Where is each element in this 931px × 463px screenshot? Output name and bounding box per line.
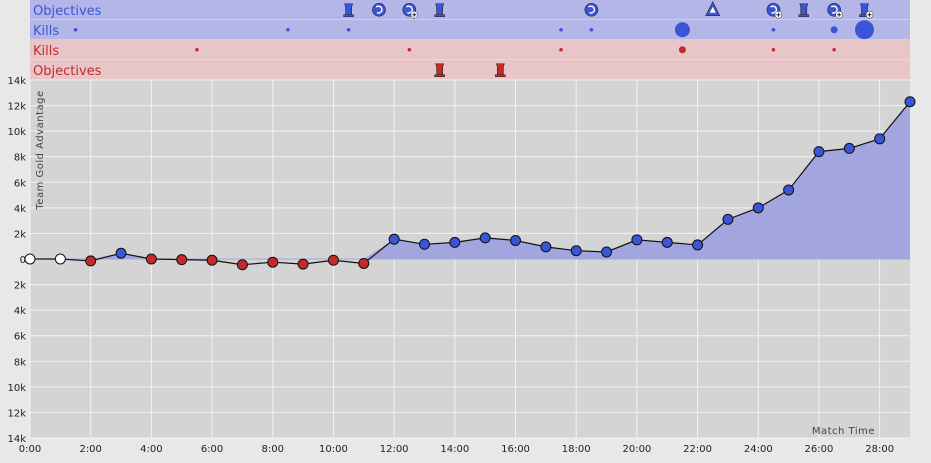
tower-icon [798,3,810,17]
data-point [176,254,188,266]
data-point [358,257,370,269]
tower-icon [434,3,445,17]
y-tick-label: 4k [14,306,26,317]
inhibitor-icon [705,1,721,17]
y-tick-label: 12k [7,408,26,419]
data-point [510,234,522,246]
x-tick-label: 4:00 [140,444,162,455]
data-point [722,213,734,225]
data-point [631,234,643,246]
data-point [388,233,400,245]
x-tick-label: 10:00 [319,444,348,455]
dragon-assist-icon [402,2,419,19]
x-tick-label: 18:00 [562,444,591,455]
data-point [570,245,582,257]
data-point [267,256,279,268]
lane-red-kills-label: Kills [33,44,59,59]
kill-marker [195,47,199,52]
x-tick-label: 14:00 [440,444,469,455]
y-tick-label: 14k [7,434,26,445]
data-point [843,142,855,154]
y-tick-label: 8k [14,357,26,368]
lane-red-objectives-label: Objectives [33,64,102,79]
y-tick-label: 4k [14,204,26,215]
kill-marker [559,47,563,52]
dragon-icon [372,2,386,17]
y-tick-label: 6k [14,178,26,189]
x-tick-label: 24:00 [744,444,773,455]
kill-marker [407,47,412,52]
y-tick-label: 10k [7,383,26,394]
data-point [54,253,66,265]
data-point [540,241,552,253]
data-point [24,253,36,265]
data-point [783,184,795,196]
lane-blue-kills-label: Kills [33,24,59,39]
data-point [692,239,704,251]
kill-marker [674,22,690,38]
y-tick-label: 10k [7,127,26,138]
lane-blue-objectives-label: Objectives [33,4,102,19]
data-point [327,254,339,266]
data-point [145,253,157,265]
kill-marker [854,20,874,40]
lane-red-kills-band [30,40,910,60]
x-tick-label: 12:00 [380,444,409,455]
data-point [479,232,491,244]
data-point [85,255,97,267]
y-tick-label: 2k [14,229,26,240]
x-axis-label: Match Time [812,426,875,437]
x-tick-label: 6:00 [201,444,223,455]
kill-marker [678,46,686,54]
y-tick-label: 2k [14,281,26,292]
lane-blue-objectives-band [30,0,910,20]
kill-marker [832,47,836,52]
kill-marker [559,27,563,32]
data-point [449,236,461,248]
y-tick-label: 14k [7,76,26,87]
kill-marker [589,27,594,32]
lane-blue-kills-band [30,20,910,40]
tower-icon [343,3,354,17]
dragon-icon [584,2,599,17]
dragon-assist-icon [766,2,783,19]
advantage-area [30,101,910,259]
tower-icon [495,63,506,77]
data-point [661,236,673,248]
data-point [206,254,218,266]
data-point [601,246,613,258]
data-point [297,258,309,270]
x-tick-label: 22:00 [683,444,712,455]
dragon-assist-icon [827,2,843,19]
x-tick-label: 20:00 [622,444,651,455]
x-tick-label: 28:00 [865,444,894,455]
y-axis-label: Team Gold Advantage [35,90,46,210]
data-point [115,247,127,259]
kill-marker [73,27,78,32]
data-point [874,133,886,145]
data-point [236,259,248,271]
y-tick-label: 12k [7,102,26,113]
data-point [418,238,430,250]
kill-marker [286,27,290,32]
kill-marker [771,47,776,52]
y-tick-label: 0 [20,255,26,266]
y-tick-label: 8k [14,153,26,164]
x-tick-label: 16:00 [501,444,530,455]
tower-icon [434,63,445,77]
data-point [752,202,764,214]
y-tick-label: 6k [14,332,26,343]
x-tick-label: 8:00 [262,444,284,455]
data-point [813,146,825,158]
kill-marker [346,27,351,32]
tower-assist-icon [859,3,874,19]
x-tick-label: 0:00 [19,444,41,455]
data-point [904,96,916,108]
kill-marker [771,27,776,32]
x-tick-label: 2:00 [79,444,101,455]
lane-red-objectives-band [30,60,910,80]
x-tick-label: 26:00 [805,444,834,455]
kill-marker [830,26,838,34]
